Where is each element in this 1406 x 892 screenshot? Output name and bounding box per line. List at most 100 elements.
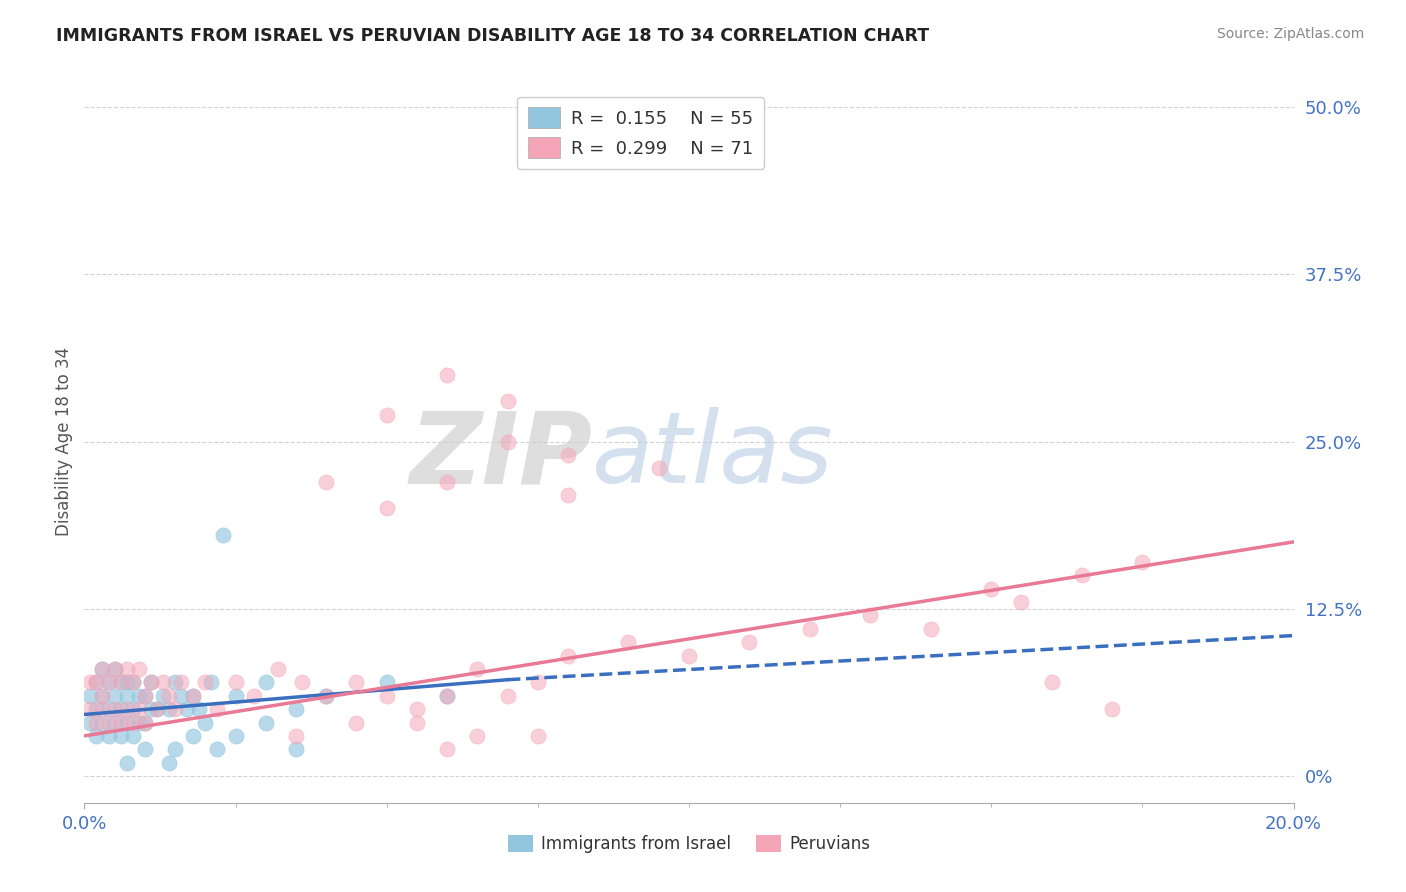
Point [980, 582, 1002, 596]
Point [104, 662, 127, 676]
Point [128, 662, 150, 676]
Point [91, 689, 114, 703]
Point [496, 394, 519, 409]
Point [225, 729, 247, 743]
Point [738, 635, 761, 649]
Point [346, 715, 368, 730]
Point [496, 434, 519, 449]
Point [121, 715, 143, 730]
Text: atlas: atlas [592, 408, 834, 505]
Point [557, 448, 579, 462]
Point [315, 475, 337, 489]
Point [285, 702, 308, 716]
Point [157, 689, 180, 703]
Point [181, 689, 204, 703]
Point [157, 756, 180, 770]
Point [110, 715, 132, 730]
Point [1040, 675, 1063, 690]
Point [165, 702, 187, 716]
Point [146, 702, 169, 716]
Y-axis label: Disability Age 18 to 34: Disability Age 18 to 34 [55, 347, 73, 536]
Point [225, 689, 247, 703]
Point [115, 675, 138, 690]
Point [91, 662, 114, 676]
Point [375, 689, 398, 703]
Point [176, 702, 198, 716]
Point [406, 715, 429, 730]
Point [467, 662, 489, 676]
Point [406, 702, 429, 716]
Point [128, 702, 150, 716]
Point [121, 729, 143, 743]
Point [170, 675, 193, 690]
Point [146, 702, 169, 716]
Point [346, 675, 368, 690]
Point [152, 689, 174, 703]
Point [104, 715, 127, 730]
Point [97, 675, 120, 690]
Point [115, 756, 138, 770]
Point [128, 715, 150, 730]
Point [79, 675, 101, 690]
Point [212, 528, 235, 542]
Point [678, 648, 700, 663]
Point [188, 702, 211, 716]
Point [152, 675, 174, 690]
Point [91, 702, 114, 716]
Point [207, 702, 229, 716]
Point [285, 742, 308, 756]
Point [115, 689, 138, 703]
Point [110, 729, 132, 743]
Point [79, 715, 101, 730]
Point [1011, 595, 1033, 609]
Point [254, 675, 277, 690]
Point [134, 742, 156, 756]
Point [557, 488, 579, 502]
Point [207, 742, 229, 756]
Point [157, 702, 180, 716]
Point [104, 702, 127, 716]
Point [86, 715, 108, 730]
Point [375, 675, 398, 690]
Point [134, 715, 156, 730]
Point [194, 675, 217, 690]
Point [110, 675, 132, 690]
Point [134, 689, 156, 703]
Point [527, 675, 550, 690]
Point [110, 702, 132, 716]
Point [121, 702, 143, 716]
Point [121, 675, 143, 690]
Point [617, 635, 640, 649]
Point [315, 689, 337, 703]
Point [86, 675, 108, 690]
Point [86, 729, 108, 743]
Point [139, 675, 162, 690]
Point [104, 689, 127, 703]
Point [242, 689, 264, 703]
Point [436, 689, 458, 703]
Point [648, 461, 671, 475]
Text: IMMIGRANTS FROM ISRAEL VS PERUVIAN DISABILITY AGE 18 TO 34 CORRELATION CHART: IMMIGRANTS FROM ISRAEL VS PERUVIAN DISAB… [56, 27, 929, 45]
Point [375, 501, 398, 516]
Point [291, 675, 314, 690]
Point [110, 675, 132, 690]
Point [436, 689, 458, 703]
Point [91, 689, 114, 703]
Point [115, 662, 138, 676]
Point [139, 702, 162, 716]
Point [285, 729, 308, 743]
Point [165, 675, 187, 690]
Point [254, 715, 277, 730]
Point [97, 715, 120, 730]
Point [436, 475, 458, 489]
Point [375, 408, 398, 422]
Point [86, 702, 108, 716]
Point [115, 715, 138, 730]
Point [315, 689, 337, 703]
Point [1130, 555, 1153, 569]
Text: ZIP: ZIP [409, 408, 592, 505]
Point [79, 689, 101, 703]
Point [1101, 702, 1123, 716]
Point [225, 675, 247, 690]
Point [557, 648, 579, 663]
